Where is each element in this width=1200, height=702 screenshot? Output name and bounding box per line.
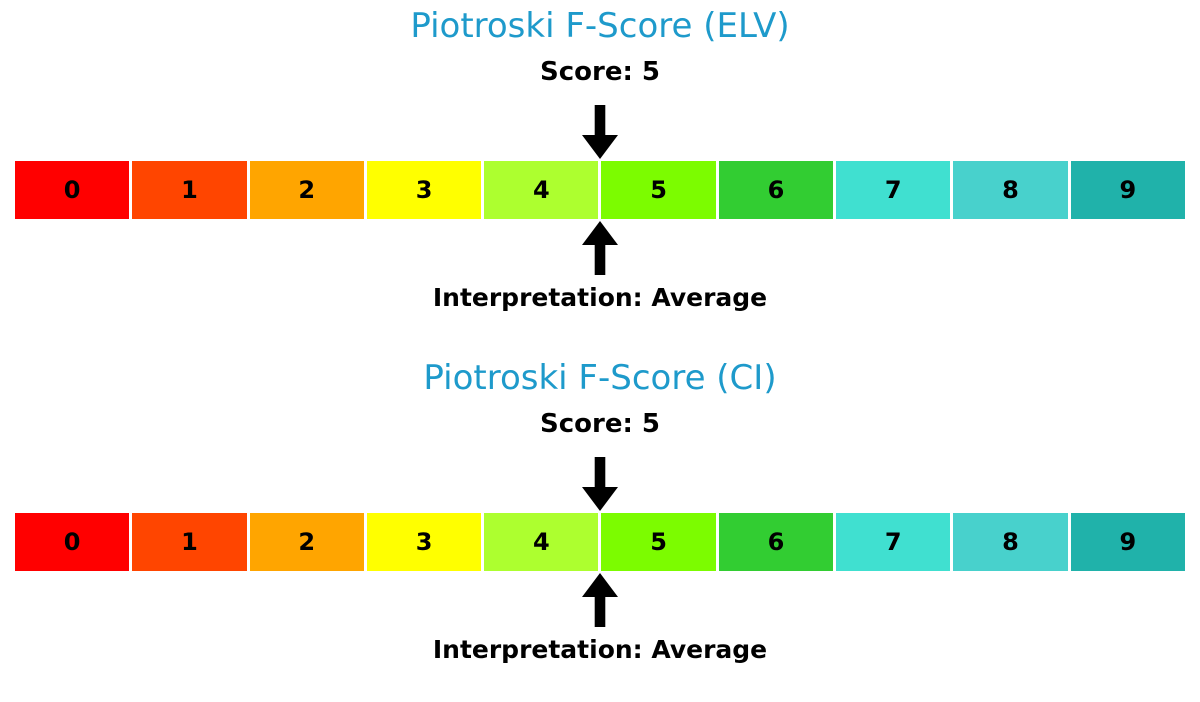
- interpretation-label: Interpretation: Average: [432, 283, 768, 312]
- scale-segment-1: 1: [132, 161, 247, 219]
- scale-segment-7: 7: [836, 513, 951, 571]
- scale-segment-label: 4: [532, 528, 550, 556]
- scale-segment-1: 1: [132, 513, 247, 571]
- scale-segment-0: 0: [15, 161, 130, 219]
- scale-segment-label: 7: [884, 528, 902, 556]
- scale-segment-label: 2: [298, 528, 316, 556]
- piotroski-chart-ci: Piotroski F-Score (CI) Score: 5 0 1 2 3 4 5 6 7…: [0, 352, 1200, 702]
- scale-segment-label: 1: [181, 528, 198, 556]
- scale-segment-3: 3: [366, 161, 482, 219]
- score-label: Score: 5: [540, 409, 660, 439]
- chart-title: Piotroski F-Score (ELV): [410, 6, 790, 46]
- interpretation-pointer-up-arrow-icon: [582, 221, 618, 275]
- scale-segment-label: 6: [767, 528, 785, 556]
- scale-segment-label: 5: [650, 528, 667, 556]
- scale-segment-8: 8: [953, 161, 1068, 219]
- scale-segment-6: 6: [718, 161, 834, 219]
- scale-segment-8: 8: [953, 513, 1068, 571]
- piotroski-chart-elv: Piotroski F-Score (ELV) Score: 5 0 1 2 3 4 5 6…: [15, 6, 1185, 312]
- scale-segment-label: 5: [650, 176, 667, 204]
- interpretation-pointer-up-arrow-icon: [582, 573, 618, 627]
- chart-title: Piotroski F-Score (CI): [423, 358, 777, 398]
- scale-segment-0: 0: [15, 513, 130, 571]
- score-pointer-down-arrow-icon: [582, 105, 618, 159]
- scale-segment-9: 9: [1070, 161, 1185, 219]
- scale-segment-2: 2: [249, 513, 364, 571]
- scale-segment-label: 3: [415, 528, 433, 556]
- scale-segment-4: 4: [484, 161, 599, 219]
- scale-segment-6: 6: [718, 513, 834, 571]
- scale-segment-3: 3: [366, 513, 482, 571]
- scale-segment-label: 8: [1002, 176, 1019, 204]
- scale-segment-label: 9: [1119, 176, 1137, 204]
- scale-segment-label: 0: [63, 528, 81, 556]
- scale-segment-5: 5: [601, 513, 716, 571]
- scale-segment-9: 9: [1070, 513, 1185, 571]
- score-scale-bar: 0 1 2 3 4 5 6 7 8 9: [15, 161, 1185, 219]
- scale-segment-label: 8: [1002, 528, 1019, 556]
- scale-segment-label: 2: [298, 176, 316, 204]
- scale-segment-label: 6: [767, 176, 785, 204]
- scale-segment-label: 1: [181, 176, 198, 204]
- scale-segment-5: 5: [601, 161, 716, 219]
- score-scale-bar: 0 1 2 3 4 5 6 7 8 9: [15, 513, 1185, 571]
- scale-segment-label: 9: [1119, 528, 1137, 556]
- score-pointer-down-arrow-icon: [582, 457, 618, 511]
- score-label: Score: 5: [540, 57, 660, 87]
- scale-segment-7: 7: [836, 161, 951, 219]
- scale-segment-2: 2: [249, 161, 364, 219]
- scale-segment-label: 3: [415, 176, 433, 204]
- scale-segment-label: 4: [532, 176, 550, 204]
- scale-segment-label: 7: [884, 176, 902, 204]
- scale-segment-label: 0: [63, 176, 81, 204]
- interpretation-label: Interpretation: Average: [432, 635, 768, 664]
- scale-segment-4: 4: [484, 513, 599, 571]
